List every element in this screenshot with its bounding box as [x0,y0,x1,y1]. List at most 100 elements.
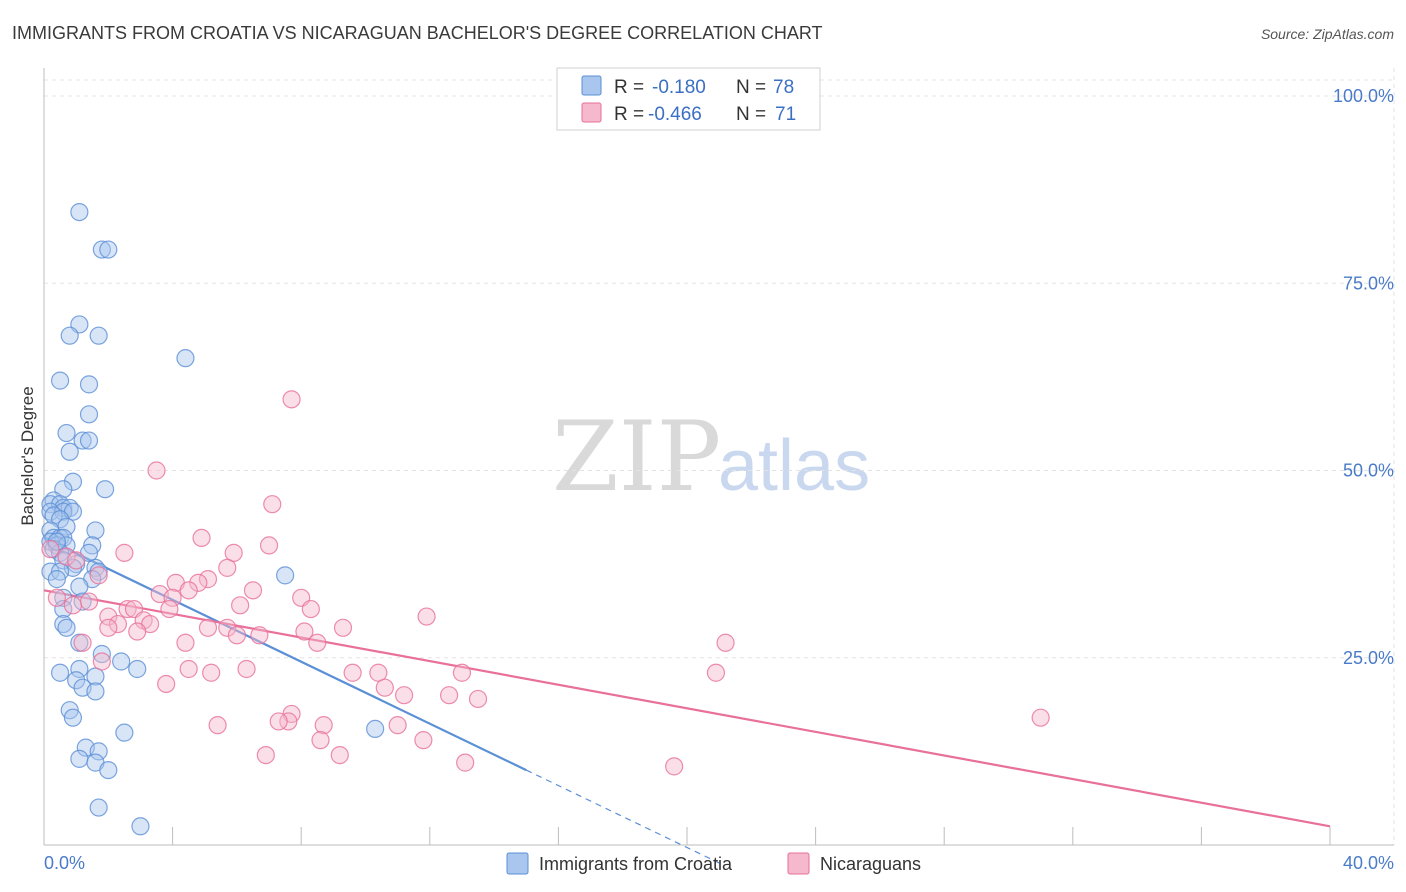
y-tick-label-2: 75.0% [1343,273,1394,293]
point-series-0-62 [86,667,105,686]
point-series-0-67 [63,708,83,727]
point-series-1-23 [231,596,250,615]
y-tick-label-0: 25.0% [1343,648,1394,668]
point-series-1-41 [308,633,327,652]
point-series-0-75 [89,798,108,817]
point-series-1-39 [250,626,269,645]
point-series-1-61 [208,716,227,735]
bottom-legend-swatch-croatia [506,852,529,875]
legend-n-value-croatia: 78 [773,77,794,98]
point-series-0-29 [86,521,105,540]
point-series-1-66 [414,731,433,750]
point-series-1-35 [198,618,218,637]
point-series-0-16 [95,480,115,499]
point-series-1-53 [157,674,176,694]
legend-n-label-croatia: N = [736,77,766,98]
point-series-1-7 [115,543,134,562]
point-series-0-9 [79,405,99,424]
point-series-1-47 [237,659,256,679]
point-series-1-65 [311,731,330,750]
legend-n-value-nicaraguans: 71 [775,104,796,125]
point-series-0-61 [50,663,70,682]
trend-line-series-1 [43,589,1331,828]
point-series-1-57 [468,689,488,709]
point-series-1-51 [452,663,472,682]
point-series-1-0 [282,390,301,409]
point-series-1-6 [57,547,76,566]
point-series-1-64 [1031,708,1050,727]
point-series-0-52 [73,592,92,611]
series-1-points [41,390,1050,776]
point-series-1-31 [108,614,128,634]
legend: R = -0.180 N = 78 R = -0.466 N = 71 [556,67,821,131]
point-series-1-2 [263,495,282,514]
point-series-1-45 [92,652,111,671]
point-series-0-47 [276,566,295,585]
point-series-1-67 [256,746,275,765]
y-tick-label-3: 100.0% [1333,86,1394,106]
point-series-0-2 [99,240,118,259]
point-series-0-14 [63,472,83,491]
point-series-1-44 [716,633,735,652]
point-series-1-15 [243,581,263,600]
point-series-1-54 [375,678,394,697]
point-series-1-9 [67,551,86,570]
point-series-1-63 [269,712,288,731]
legend-r-label-croatia: R = [614,77,644,98]
point-series-1-33 [99,618,118,637]
point-series-1-46 [179,659,198,679]
point-series-0-12 [79,431,99,450]
point-series-1-36 [333,618,353,637]
point-series-1-43 [176,633,195,652]
legend-r-label-nicaraguans: R = [614,104,644,125]
series-0-points [41,202,385,836]
point-series-1-40 [295,622,314,641]
point-series-0-59 [128,659,147,679]
bottom-legend: Immigrants from Croatia Nicaraguans [506,852,921,875]
point-series-0-53 [54,599,73,619]
bottom-legend-swatch-nicaraguans [787,852,810,875]
bottom-legend-label-nicaraguans: Nicaraguans [820,854,921,874]
point-series-1-14 [189,573,208,592]
point-series-0-77 [47,532,66,551]
bottom-legend-label-croatia: Immigrants from Croatia [539,854,733,874]
point-series-1-62 [388,716,407,735]
y-tick-label-1: 50.0% [1343,461,1394,481]
scatter-points [41,202,1050,836]
point-series-1-8 [224,543,243,562]
point-series-1-5 [41,540,60,559]
point-series-0-8 [79,375,99,394]
legend-n-label-nicaraguans: N = [736,104,766,125]
chart-title: IMMIGRANTS FROM CROATIA VS NICARAGUAN BA… [12,23,823,43]
point-series-0-58 [112,652,131,671]
point-series-1-30 [417,607,436,626]
point-series-1-22 [63,596,83,615]
watermark-zip: ZIP [552,401,721,513]
point-series-0-0 [70,202,89,222]
watermark-atlas: atlas [718,426,870,506]
point-series-0-71 [89,742,108,761]
point-series-1-34 [218,618,237,637]
point-series-1-4 [259,536,279,555]
point-series-1-38 [227,626,246,645]
point-series-0-63 [67,671,86,690]
point-series-0-6 [176,349,195,368]
point-series-1-25 [301,599,320,619]
point-series-1-70 [665,757,684,776]
point-series-0-68 [115,723,134,742]
point-series-0-76 [131,817,150,836]
point-series-0-74 [99,760,118,780]
y-axis-label: Bachelor's Degree [18,386,37,525]
point-series-1-56 [439,686,459,705]
legend-r-value-croatia: -0.180 [652,77,706,98]
point-series-1-55 [394,686,414,705]
point-series-1-11 [89,566,108,585]
axes [43,68,1394,846]
point-series-0-10 [57,423,76,443]
point-series-0-44 [41,562,60,581]
point-series-1-69 [456,753,475,772]
point-series-1-18 [163,588,182,607]
point-series-0-4 [60,326,79,345]
point-series-1-10 [218,558,237,577]
